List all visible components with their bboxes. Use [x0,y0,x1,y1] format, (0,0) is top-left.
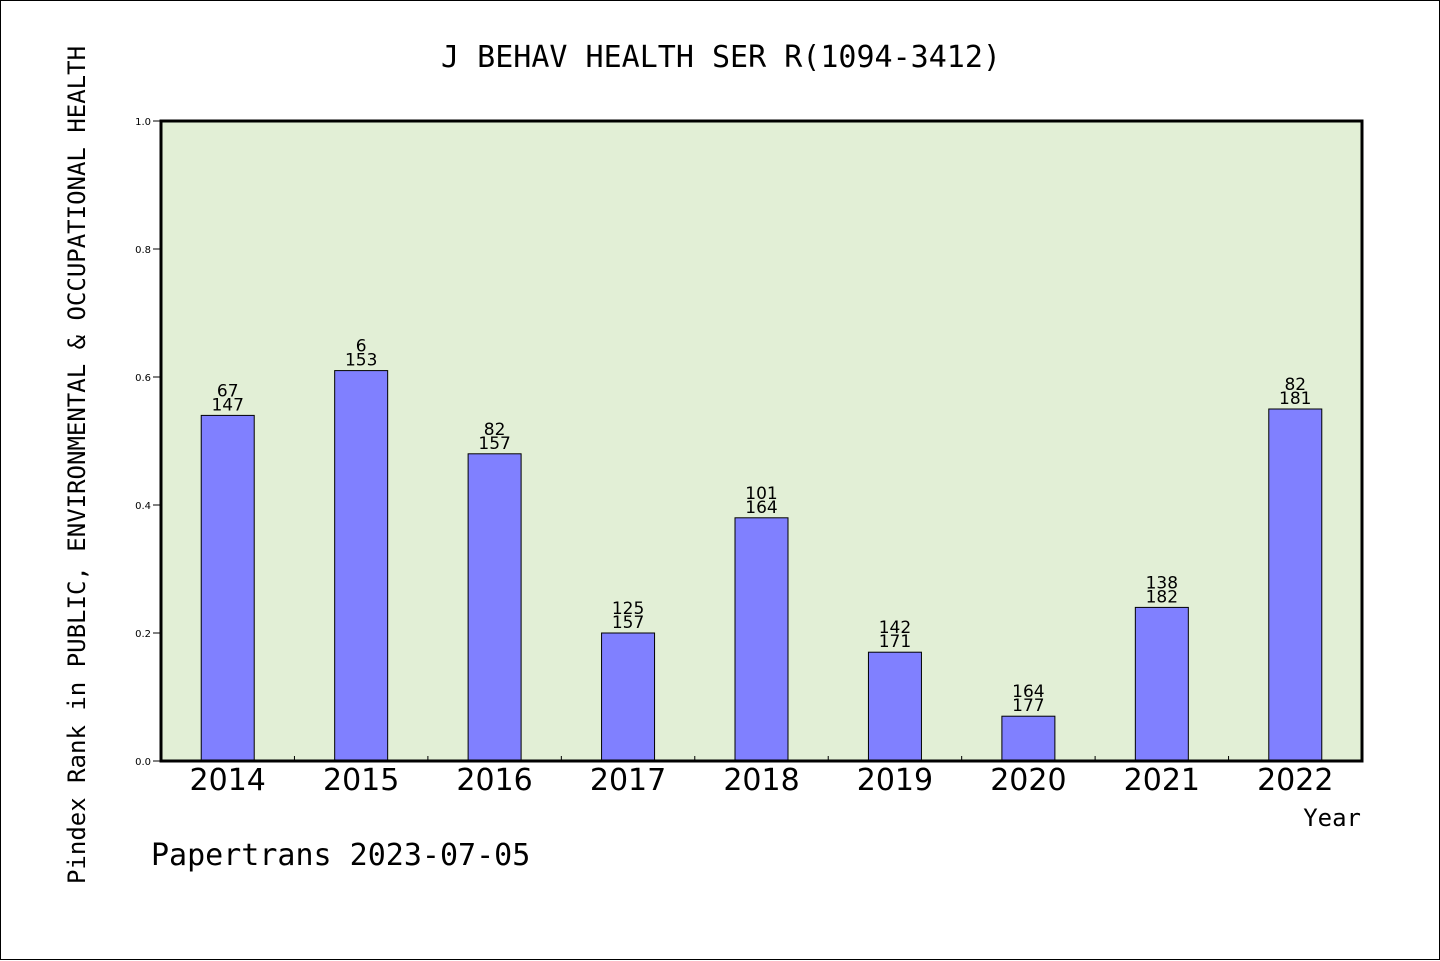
y-tick-label: 1.0 [135,117,151,128]
bar-2016 [467,453,522,762]
bar-total-label: 147 [211,395,243,415]
x-tick-label: 2018 [723,763,799,798]
bar-2014 [200,414,255,762]
x-tick-label: 2019 [857,763,933,798]
bar-rank-label: 164 [1012,682,1044,702]
bar-rank-label: 82 [484,420,506,440]
y-tick-label: 0.8 [135,245,151,256]
bar-2020 [1001,715,1056,762]
bar-2017 [601,632,656,762]
bar-rank-label: 125 [612,599,644,619]
x-axis-label: Year [1303,804,1361,832]
x-tick-label: 2022 [1257,763,1333,798]
bars [200,370,1323,762]
bar-rank-label: 142 [879,618,911,638]
bar-labels: 6714761538215712515710116414217116417713… [211,337,1311,717]
chart-title: J BEHAV HEALTH SER R(1094-3412) [441,40,1001,75]
bar-rank-label: 138 [1146,573,1178,593]
y-tick-label: 0.6 [135,373,151,384]
bar-rank-label: 82 [1284,375,1306,395]
bar-total-label: 177 [1012,696,1044,716]
bar-2015 [334,370,389,762]
x-tick-label: 2016 [456,763,532,798]
y-axis-ticks: 0.0 0.2 0.4 0.6 0.8 1.0 [135,117,161,768]
bar-total-label: 153 [345,351,377,371]
bar-2019 [867,651,922,762]
y-tick-label: 0.0 [135,757,151,768]
bar-2022 [1268,408,1323,762]
y-axis-label: Pindex Rank in PUBLIC, ENVIRONMENTAL & O… [63,46,91,884]
bar-2021 [1134,606,1189,762]
bar-total-label: 157 [478,434,510,454]
bar-2018 [734,517,789,762]
footer-credit: Papertrans 2023-07-05 [151,838,530,873]
x-tick-label: 2015 [323,763,399,798]
x-tick-label: 2021 [1124,763,1200,798]
bar-total-label: 164 [745,498,777,518]
x-tick-label: 2014 [190,763,266,798]
bar-rank-label: 6 [356,337,367,357]
bar-total-label: 181 [1279,389,1311,409]
x-tick-label: 2017 [590,763,666,798]
y-tick-label: 0.2 [135,629,151,640]
y-tick-label: 0.4 [135,501,151,512]
plot-border [159,119,1364,763]
x-axis-ticks: 2014 2015 2016 2017 2018 2019 2020 2021 2022 [190,756,1333,798]
bar-rank-label: 67 [217,381,239,401]
x-tick-label: 2020 [990,763,1066,798]
bar-rank-label: 101 [745,484,777,504]
bar-total-label: 157 [612,613,644,633]
bar-total-label: 171 [879,632,911,652]
bar-total-label: 182 [1146,587,1178,607]
